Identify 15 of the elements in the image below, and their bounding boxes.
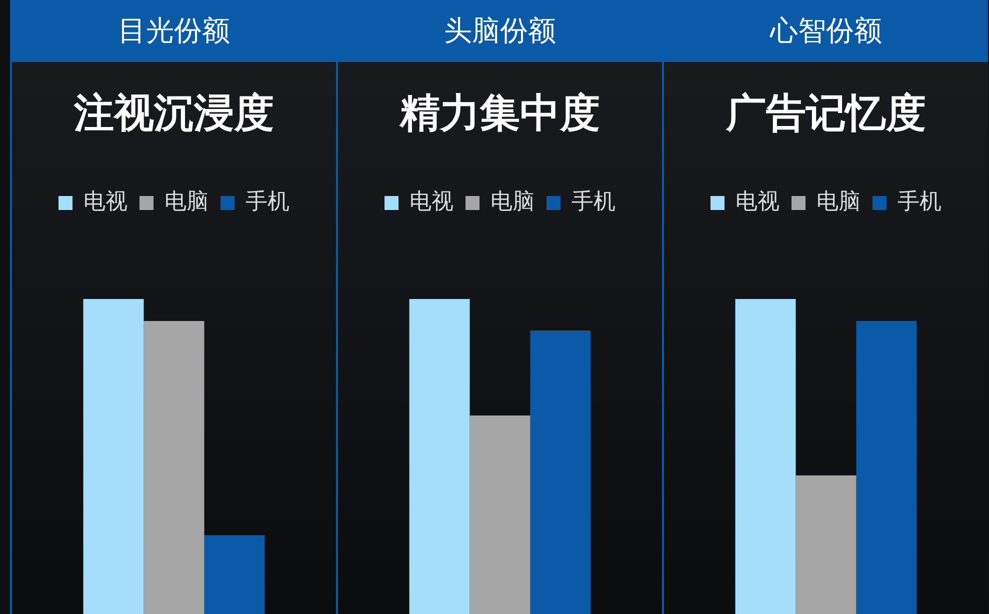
- legend-label: 手机: [898, 190, 942, 215]
- legend-label: 手机: [572, 190, 616, 215]
- legend-label: 电视: [736, 190, 780, 215]
- legend-label: 手机: [246, 190, 290, 215]
- legend-label: 电脑: [164, 190, 208, 215]
- chart-subtitle: 注视沉浸度: [73, 90, 274, 136]
- chart-title: 心智份额: [664, 0, 988, 62]
- chart-title: 头脑份额: [338, 0, 662, 62]
- legend-label: 电脑: [490, 190, 534, 215]
- legend-label: 电视: [410, 190, 454, 215]
- chart-subtitle: 广告记忆度: [725, 90, 926, 136]
- legend-label: 电视: [84, 190, 128, 215]
- legend-label: 电脑: [816, 190, 860, 215]
- chart-subtitle: 精力集中度: [399, 90, 600, 136]
- chart-title: 目光份额: [12, 0, 336, 62]
